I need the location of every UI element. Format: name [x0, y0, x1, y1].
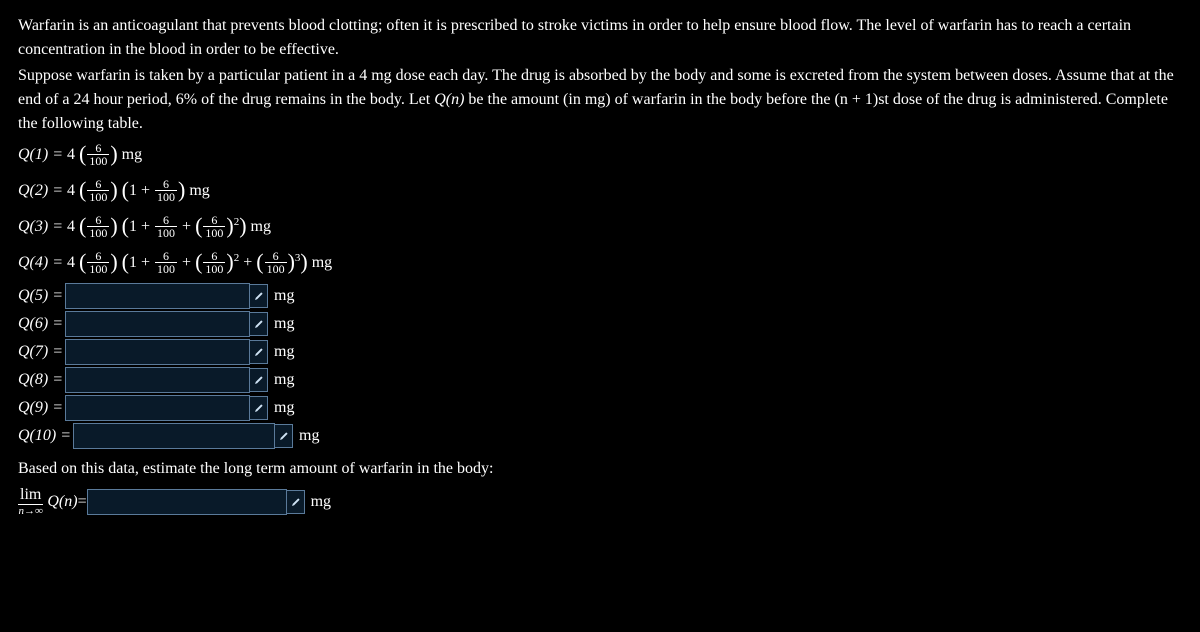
q7-unit: mg [274, 340, 294, 364]
pencil-icon[interactable] [275, 424, 293, 448]
q1-coef: 4 [67, 146, 75, 163]
q6-label: Q(6) = [18, 312, 63, 336]
pencil-icon[interactable] [250, 312, 268, 336]
pencil-icon[interactable] [250, 396, 268, 420]
q8-input[interactable] [65, 367, 250, 393]
q5-unit: mg [274, 284, 294, 308]
row-q5: Q(5) = mg [18, 283, 1182, 309]
followup-text: Based on this data, estimate the long te… [18, 457, 1182, 481]
limit-symbol: lim n→∞ [18, 487, 43, 517]
limit-top: lim [18, 487, 43, 505]
row-q10: Q(10) = mg [18, 423, 1182, 449]
q5-label: Q(5) = [18, 284, 63, 308]
q10-label: Q(10) = [18, 424, 71, 448]
equation-q4: Q(4) = 4 (6100) (1 + 6100 + (6100)2 + (6… [18, 247, 1182, 280]
row-q8: Q(8) = mg [18, 367, 1182, 393]
q1-unit: mg [122, 146, 142, 163]
limit-bottom: n→∞ [19, 505, 43, 517]
q7-input[interactable] [65, 339, 250, 365]
limit-eq: = [78, 490, 87, 514]
limit-unit: mg [311, 490, 331, 514]
intro-paragraph-1: Warfarin is an anticoagulant that preven… [18, 14, 1182, 62]
nplus1: (n + 1) [835, 91, 879, 108]
q3-coef: 4 [67, 218, 75, 235]
q9-input[interactable] [65, 395, 250, 421]
row-q9: Q(9) = mg [18, 395, 1182, 421]
q8-label: Q(8) = [18, 368, 63, 392]
q4-unit: mg [312, 254, 332, 271]
q2-label: Q(2) = [18, 182, 67, 199]
q1-label: Q(1) = [18, 146, 67, 163]
q6-unit: mg [274, 312, 294, 336]
q9-label: Q(9) = [18, 396, 63, 420]
equation-q2: Q(2) = 4 (6100) (1 + 6100) mg [18, 175, 1182, 208]
fraction-icon: 6100 [87, 142, 109, 167]
q9-unit: mg [274, 396, 294, 420]
q2-unit: mg [189, 182, 209, 199]
pencil-icon[interactable] [250, 284, 268, 308]
pencil-icon[interactable] [287, 490, 305, 514]
q2-coef: 4 [67, 182, 75, 199]
q4-coef: 4 [67, 254, 75, 271]
limit-fn: Q(n) [47, 490, 77, 514]
q10-unit: mg [299, 424, 319, 448]
q8-unit: mg [274, 368, 294, 392]
pencil-icon[interactable] [250, 368, 268, 392]
q7-label: Q(7) = [18, 340, 63, 364]
row-q6: Q(6) = mg [18, 311, 1182, 337]
qn-variable: Q(n) [434, 91, 464, 108]
q3-label: Q(3) = [18, 218, 67, 235]
intro-p2b: be the amount (in mg) of warfarin in the… [464, 91, 834, 108]
q6-input[interactable] [65, 311, 250, 337]
equation-q3: Q(3) = 4 (6100) (1 + 6100 + (6100)2) mg [18, 211, 1182, 244]
limit-input[interactable] [87, 489, 287, 515]
row-limit: lim n→∞ Q(n) = mg [18, 487, 1182, 517]
q3-unit: mg [251, 218, 271, 235]
intro-paragraph-2: Suppose warfarin is taken by a particula… [18, 64, 1182, 136]
q4-label: Q(4) = [18, 254, 67, 271]
equation-q1: Q(1) = 4 (6100) mg [18, 139, 1182, 172]
q10-input[interactable] [73, 423, 275, 449]
pencil-icon[interactable] [250, 340, 268, 364]
row-q7: Q(7) = mg [18, 339, 1182, 365]
q5-input[interactable] [65, 283, 250, 309]
